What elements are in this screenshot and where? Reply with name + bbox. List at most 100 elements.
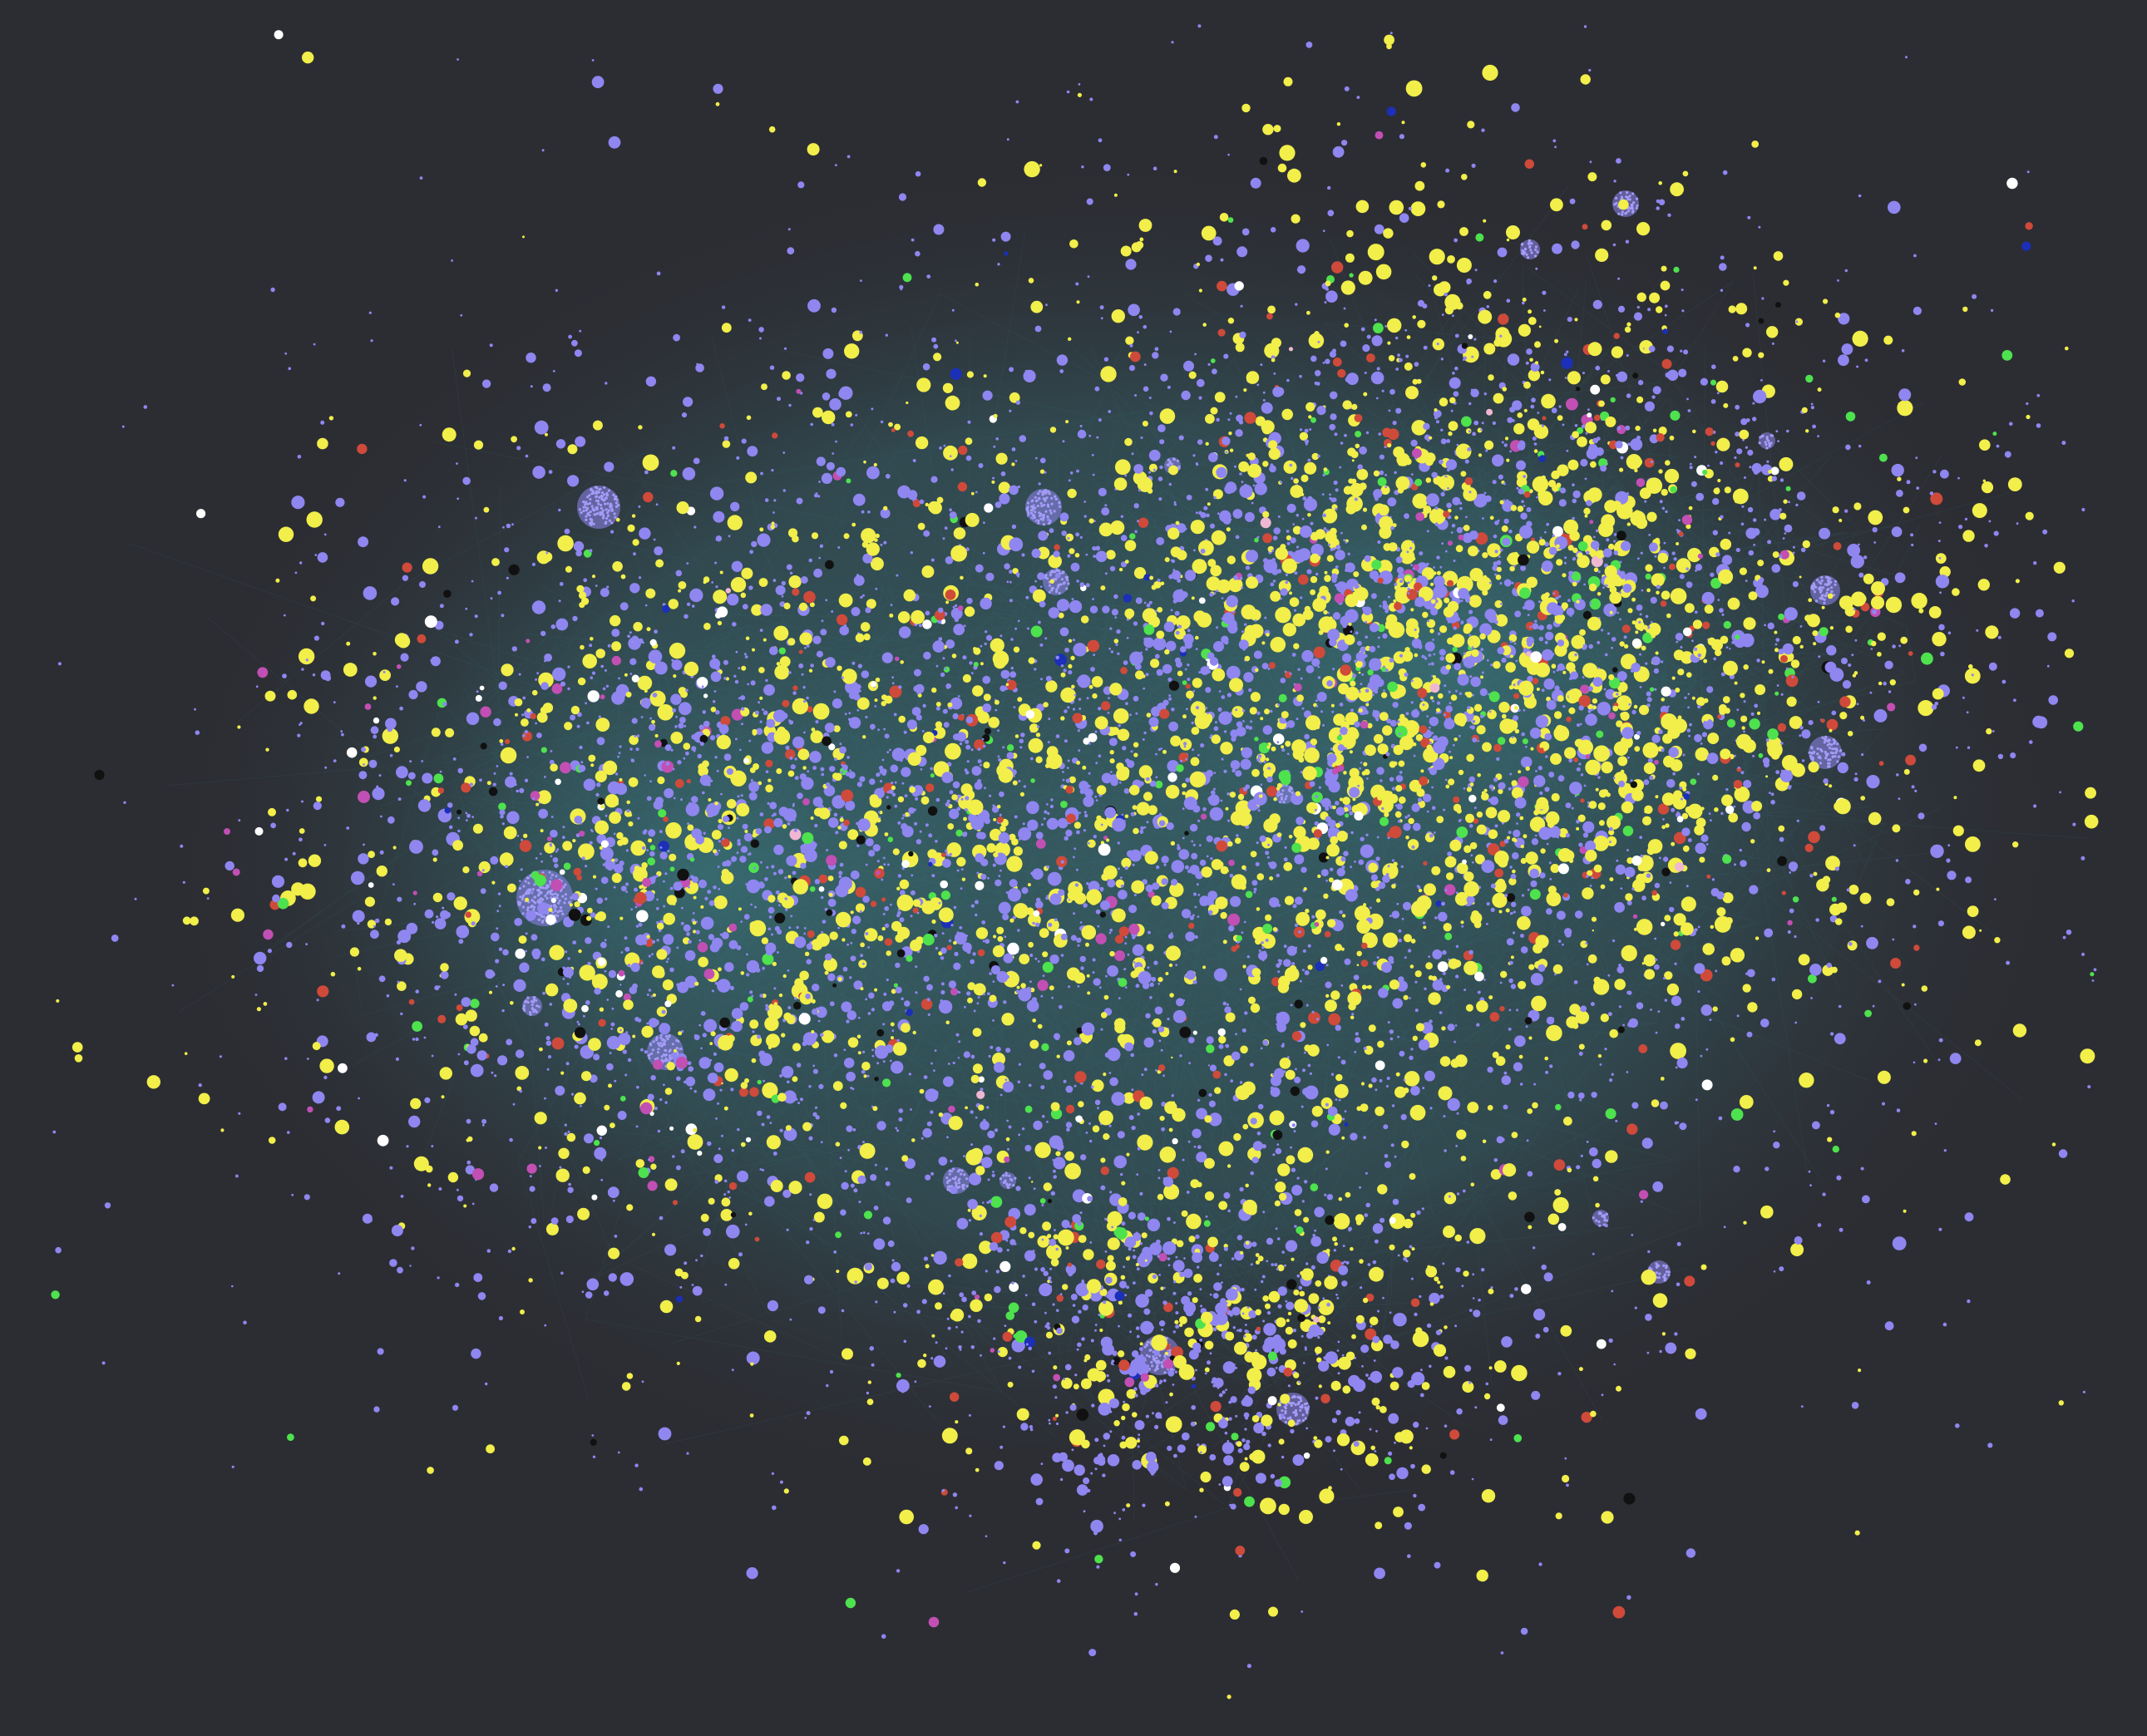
graph-node: [1355, 443, 1360, 449]
cluster-node: [609, 506, 612, 509]
graph-node: [925, 823, 929, 827]
graph-node: [1236, 721, 1243, 728]
graph-node: [799, 1097, 804, 1102]
graph-node: [466, 1160, 471, 1165]
graph-node: [1213, 772, 1217, 774]
cluster-node: [1523, 250, 1526, 254]
graph-node: [1646, 588, 1651, 593]
graph-node: [1176, 523, 1187, 533]
cluster-node: [662, 1053, 666, 1057]
graph-node: [1076, 830, 1080, 835]
graph-node: [1808, 720, 1814, 726]
graph-node: [588, 754, 596, 762]
cluster-node: [564, 883, 567, 886]
cluster-node: [1055, 569, 1059, 572]
graph-node: [782, 824, 787, 829]
cluster-node: [659, 1033, 663, 1037]
graph-node: [647, 1181, 658, 1191]
graph-node: [767, 1300, 779, 1312]
cluster-node: [1292, 1394, 1296, 1398]
graph-node: [1532, 436, 1537, 441]
graph-node: [1230, 760, 1241, 770]
cluster-node: [526, 908, 530, 911]
cluster-node: [615, 498, 619, 501]
cluster-node: [1168, 1349, 1172, 1352]
graph-node: [1133, 695, 1139, 702]
cluster-node: [538, 898, 541, 901]
cluster-node: [521, 895, 525, 899]
graph-node: [1049, 804, 1054, 809]
graph-node: [717, 979, 731, 993]
graph-node: [1410, 1463, 1415, 1469]
graph-node: [585, 1000, 590, 1005]
graph-node: [843, 533, 850, 540]
cluster-node: [559, 906, 563, 910]
graph-node: [338, 1272, 341, 1275]
graph-node: [1503, 443, 1508, 447]
graph-node: [1283, 944, 1287, 949]
graph-node: [515, 713, 518, 717]
graph-node: [1460, 471, 1467, 477]
graph-node: [1074, 553, 1080, 558]
cluster-node: [1281, 789, 1285, 792]
graph-node: [674, 725, 678, 728]
cluster-node: [550, 905, 553, 908]
graph-node: [846, 943, 850, 946]
graph-node: [1516, 822, 1518, 825]
graph-node: [1270, 227, 1276, 233]
graph-node: [1228, 432, 1232, 436]
graph-node: [1498, 555, 1501, 558]
graph-node: [1952, 588, 1960, 596]
graph-node: [676, 1076, 681, 1082]
graph-node: [437, 1014, 447, 1023]
graph-node: [1463, 525, 1470, 531]
cluster-node: [1825, 575, 1829, 579]
graph-node: [1109, 565, 1116, 572]
graph-node: [708, 1197, 715, 1205]
graph-node: [1192, 1297, 1198, 1304]
cluster-node: [955, 1184, 958, 1187]
graph-node: [1794, 1235, 1803, 1245]
graph-node: [832, 983, 837, 988]
graph-node: [1314, 331, 1320, 337]
cluster-node: [1054, 497, 1058, 501]
graph-node: [583, 778, 596, 792]
graph-node: [1599, 1063, 1602, 1066]
cluster-node: [1160, 1361, 1163, 1364]
graph-node: [1135, 712, 1138, 715]
graph-node: [630, 908, 634, 911]
graph-node: [427, 1467, 434, 1474]
cluster-node: [1810, 586, 1814, 589]
graph-node: [1318, 1300, 1335, 1315]
graph-node: [1404, 1521, 1412, 1530]
graph-node: [1037, 572, 1045, 580]
cluster-node: [1603, 1216, 1607, 1220]
cluster-node: [1301, 1418, 1305, 1423]
graph-node: [1346, 229, 1354, 238]
graph-node: [2029, 740, 2033, 744]
cluster-node: [1063, 581, 1066, 584]
graph-node: [1656, 206, 1660, 210]
graph-node: [1444, 1356, 1449, 1360]
graph-node: [2080, 856, 2085, 861]
cluster-node: [564, 897, 567, 900]
graph-node: [1086, 697, 1089, 700]
graph-node: [481, 379, 491, 388]
graph-node: [538, 808, 548, 819]
graph-node: [506, 811, 520, 824]
graph-node: [1083, 1249, 1094, 1260]
graph-node: [1454, 1234, 1462, 1242]
cluster-node: [1148, 1355, 1151, 1359]
graph-node: [1155, 1582, 1158, 1586]
graph-node: [1296, 1176, 1300, 1180]
graph-node: [1591, 916, 1597, 922]
cluster-node: [1305, 1411, 1309, 1414]
graph-node: [194, 708, 196, 711]
graph-node: [1425, 962, 1433, 970]
graph-node: [1804, 843, 1814, 852]
graph-node: [1098, 487, 1107, 497]
graph-node: [410, 1097, 422, 1109]
graph-node: [195, 730, 200, 735]
cluster-node: [1290, 786, 1293, 790]
graph-node: [1885, 596, 1903, 614]
